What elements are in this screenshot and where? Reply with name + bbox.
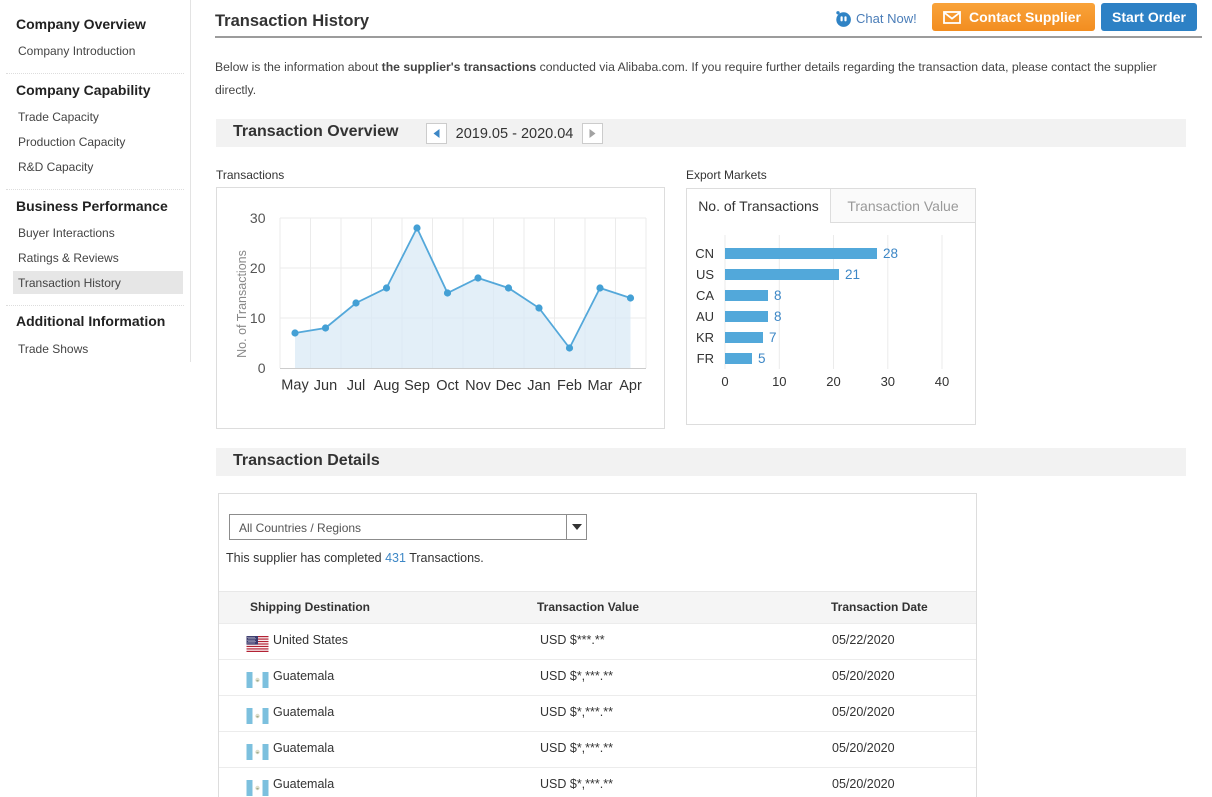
svg-text:US: US — [696, 267, 714, 282]
svg-text:5: 5 — [758, 351, 766, 366]
svg-text:0: 0 — [721, 374, 728, 389]
svg-text:8: 8 — [774, 288, 782, 303]
svg-text:AU: AU — [696, 309, 714, 324]
svg-text:20: 20 — [826, 374, 840, 389]
svg-text:Aug: Aug — [374, 378, 400, 394]
svg-text:Apr: Apr — [619, 378, 642, 394]
svg-text:Sep: Sep — [404, 378, 430, 394]
svg-text:8: 8 — [774, 309, 782, 324]
svg-text:21: 21 — [845, 267, 860, 282]
svg-text:Jun: Jun — [314, 378, 337, 394]
svg-text:Oct: Oct — [436, 378, 459, 394]
svg-text:40: 40 — [935, 374, 949, 389]
svg-text:30: 30 — [881, 374, 895, 389]
svg-text:Jul: Jul — [347, 378, 366, 394]
svg-text:10: 10 — [772, 374, 786, 389]
svg-text:CN: CN — [695, 246, 714, 261]
svg-text:May: May — [281, 378, 309, 394]
svg-text:0: 0 — [258, 360, 266, 376]
svg-text:KR: KR — [696, 330, 714, 345]
svg-text:10: 10 — [250, 310, 266, 326]
svg-text:CA: CA — [696, 288, 714, 303]
svg-text:28: 28 — [883, 246, 898, 261]
svg-text:20: 20 — [250, 260, 266, 276]
svg-text:7: 7 — [769, 330, 777, 345]
svg-text:Feb: Feb — [557, 378, 582, 394]
svg-text:Mar: Mar — [588, 378, 613, 394]
svg-text:FR: FR — [697, 351, 714, 366]
svg-text:Dec: Dec — [496, 378, 522, 394]
svg-text:30: 30 — [250, 210, 266, 226]
svg-text:No. of Transactions: No. of Transactions — [235, 250, 249, 358]
svg-text:Jan: Jan — [527, 378, 550, 394]
svg-text:Nov: Nov — [465, 378, 492, 394]
